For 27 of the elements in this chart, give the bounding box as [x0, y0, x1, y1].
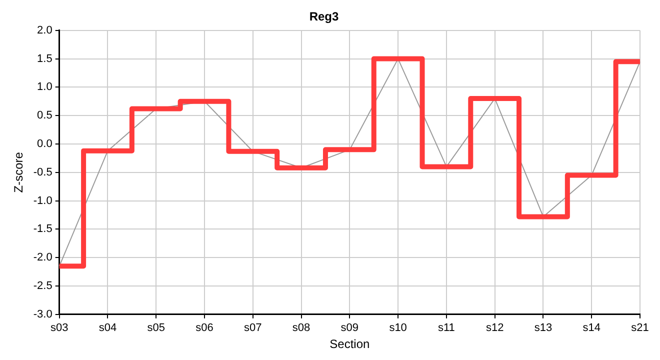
y-axis-title: Z-score: [12, 152, 26, 193]
y-tick-label: 1.5: [37, 52, 52, 65]
y-tick-label: -1.5: [33, 223, 52, 236]
x-tick-label: s05: [147, 322, 166, 334]
x-axis-title: Section: [330, 337, 370, 352]
x-tick-label: s04: [98, 322, 117, 334]
x-tick-label: s11: [438, 322, 455, 334]
x-tick-label: s09: [340, 322, 359, 334]
y-tick-label: -2.5: [33, 280, 52, 292]
x-tick-label: s10: [389, 322, 407, 334]
y-tick-label: -3.0: [33, 308, 52, 320]
x-tick-label: s21: [631, 322, 649, 334]
x-tick-label: s13: [534, 322, 552, 334]
chart-title: Reg3: [309, 10, 339, 24]
x-tick-label: s07: [244, 322, 262, 334]
x-tick-label: s06: [196, 322, 214, 334]
x-tick-label: s08: [292, 322, 310, 334]
y-tick-label: -2.0: [33, 252, 52, 264]
y-tick-label: 1.0: [37, 81, 52, 94]
x-tick-label: s03: [50, 322, 68, 334]
y-tick-label: -1.0: [33, 194, 52, 207]
y-tick-label: 0.0: [37, 138, 52, 150]
x-tick-label: s12: [486, 322, 504, 334]
y-tick-label: -0.5: [33, 166, 52, 178]
y-tick-label: 0.5: [37, 110, 52, 122]
x-tick-label: s14: [582, 322, 600, 334]
y-tick-label: 2.0: [37, 24, 52, 36]
